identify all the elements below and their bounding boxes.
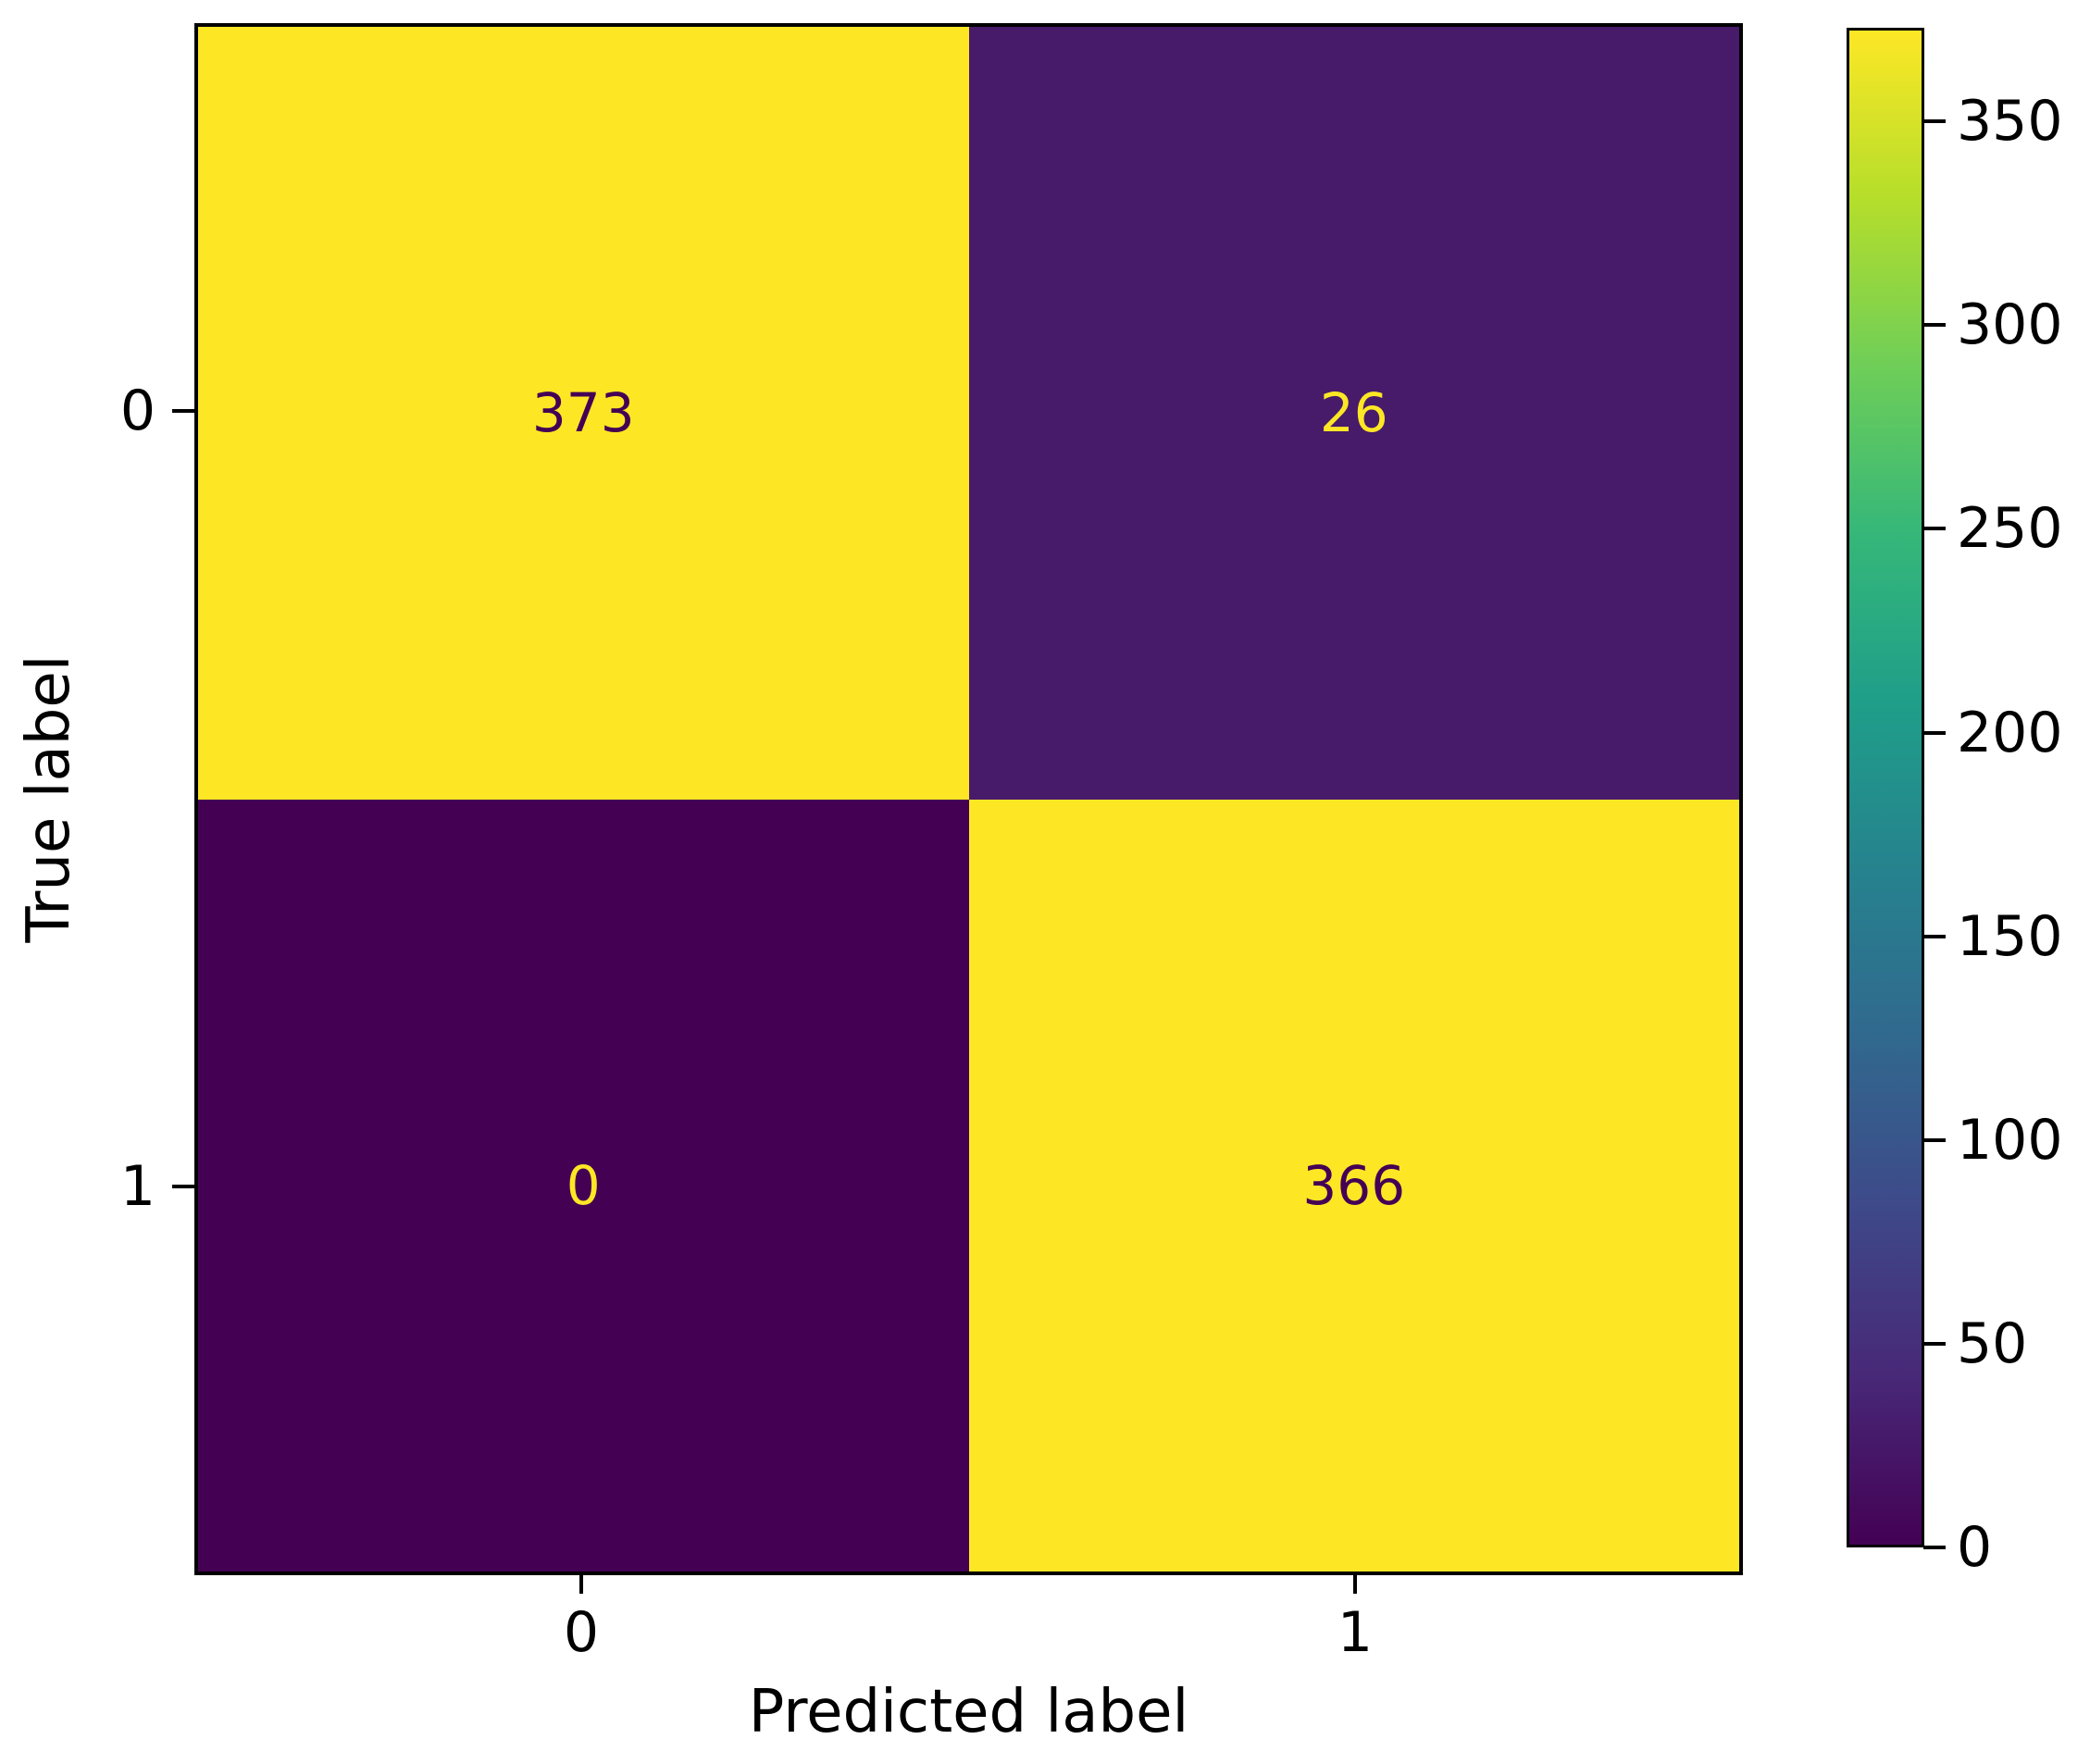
y-tick-label-0: 0 [119,379,156,443]
cell-true0-pred0: 373 [198,27,969,800]
cell-value: 366 [1302,1153,1406,1217]
colorbar-tick-label: 350 [1957,89,2063,155]
y-axis-title: True label [15,654,83,943]
colorbar-tick-mark [1923,323,1946,328]
x-tick-mark-1 [1353,1575,1357,1594]
colorbar-tick-label: 150 [1957,903,2063,969]
colorbar-tick-mark [1923,730,1946,735]
colorbar-tick-label: 200 [1957,700,2063,765]
colorbar-tick-label: 0 [1957,1515,1993,1580]
x-tick-label-1: 1 [1337,1600,1374,1665]
colorbar-gradient [1847,28,1924,1547]
colorbar-tick-mark [1923,1546,1946,1549]
colorbar-tick-mark [1923,1341,1946,1346]
colorbar-ticks: 0 50 100 150 200 250 300 350 [1923,28,2090,1575]
colorbar-tick-label: 50 [1957,1311,2028,1376]
cell-true1-pred1: 366 [968,799,1739,1571]
cell-value: 0 [566,1153,601,1217]
cell-true1-pred0: 0 [198,799,969,1571]
colorbar-tick-mark [1923,1137,1946,1142]
y-tick-label-1: 1 [119,1154,156,1219]
colorbar-tick-mark [1923,527,1946,531]
colorbar-tick-label: 250 [1957,496,2063,562]
x-axis-title: Predicted label [748,1678,1189,1746]
cell-value: 373 [531,381,635,445]
x-tick-mark-0 [579,1575,583,1594]
colorbar-tick-mark [1923,119,1946,124]
cell-value: 26 [1319,381,1388,445]
colorbar-tick-label: 100 [1957,1107,2063,1173]
x-tick-label-0: 0 [563,1600,600,1665]
y-tick-mark-1 [172,1185,194,1188]
heatmap-plot-area: 373 26 0 366 [194,23,1743,1575]
colorbar-tick-label: 300 [1957,292,2063,358]
colorbar-tick-mark [1923,934,1946,938]
y-tick-mark-0 [172,409,194,413]
cell-true0-pred1: 26 [968,27,1739,800]
